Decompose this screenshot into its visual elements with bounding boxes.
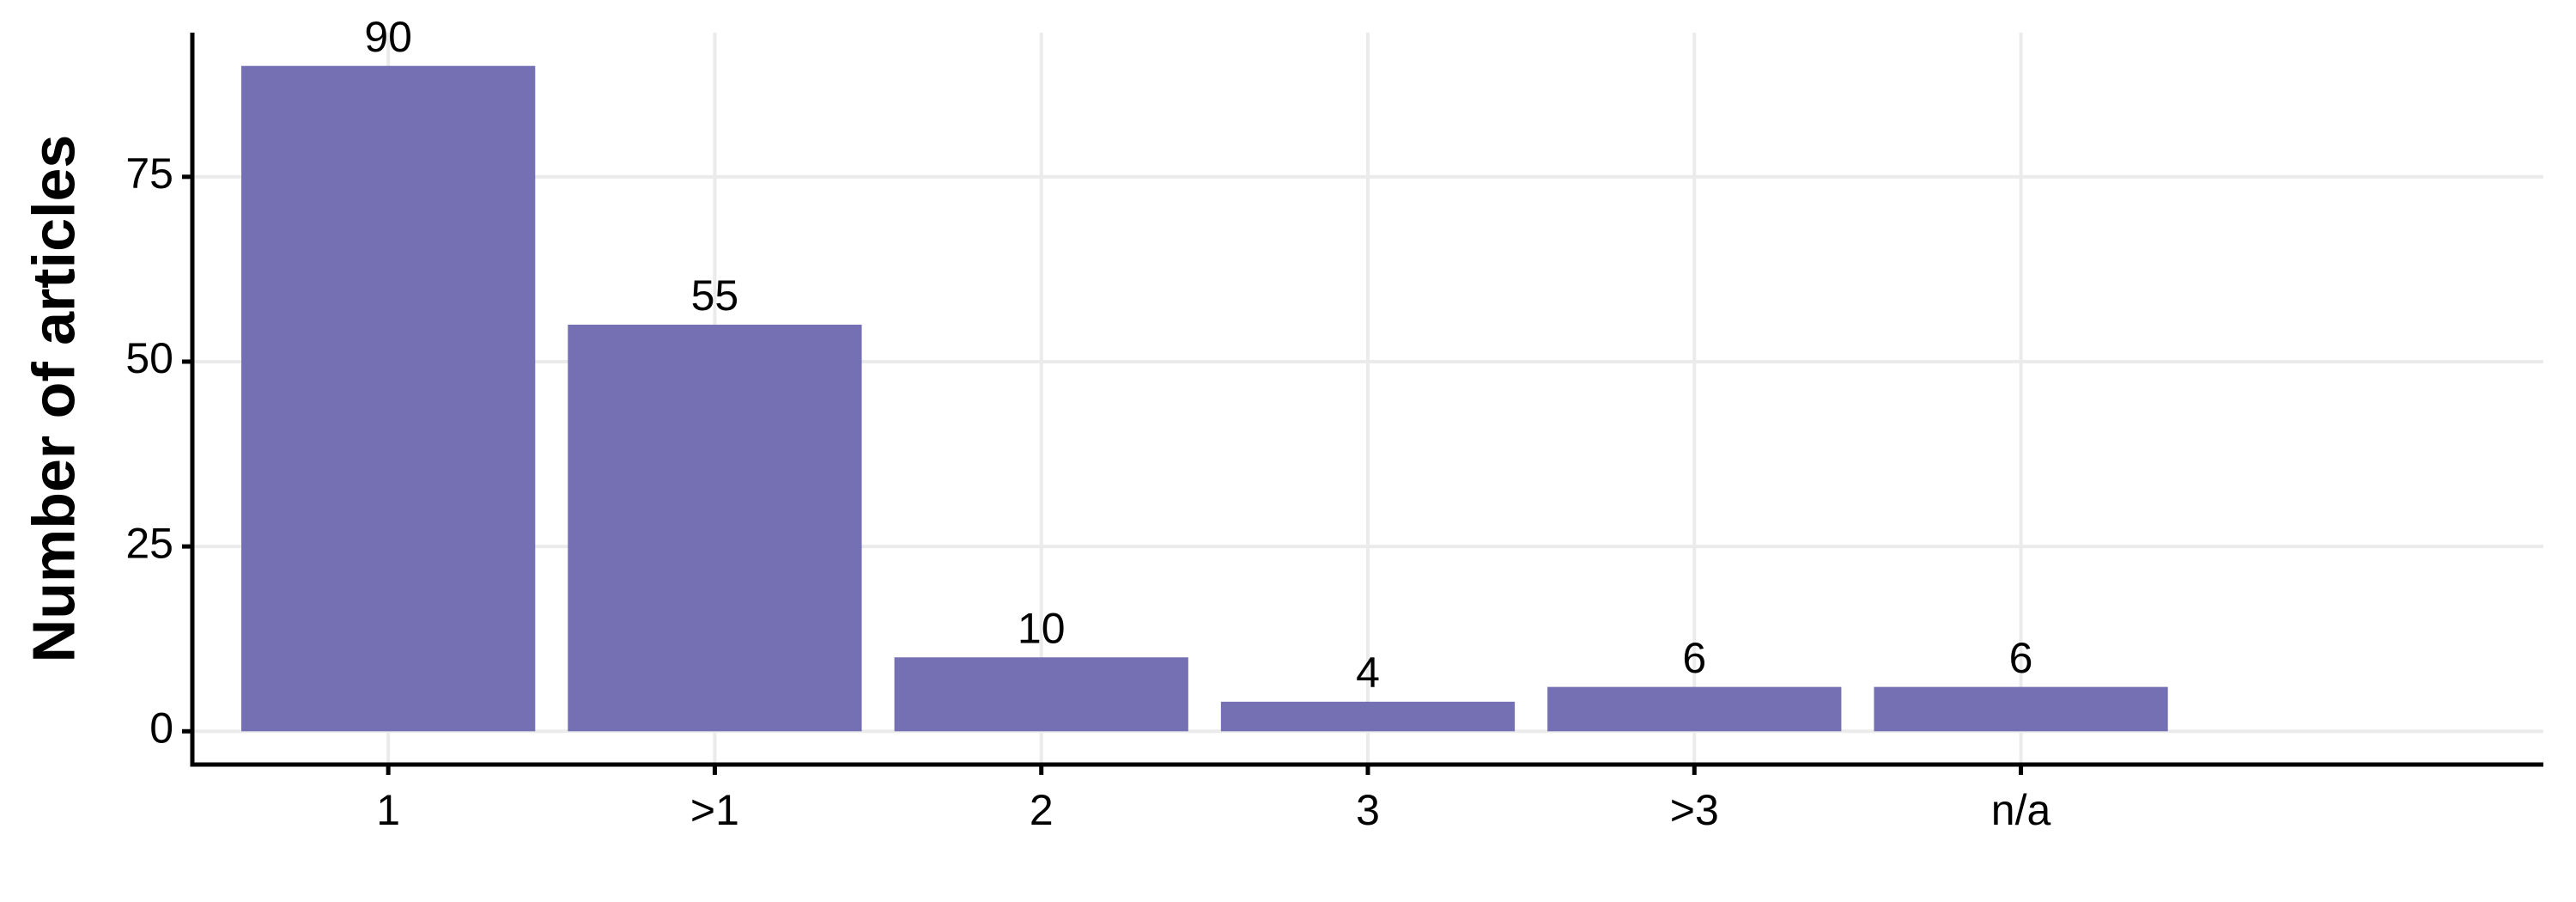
value-label: 6: [2009, 634, 2033, 682]
y-tick-label: 0: [149, 704, 173, 752]
y-tick-label: 50: [125, 334, 173, 382]
value-label: 6: [1682, 634, 1706, 682]
bar: [568, 324, 862, 732]
x-tick-label: 2: [1030, 786, 1054, 834]
bar: [1547, 686, 1842, 732]
x-tick-label: 3: [1356, 786, 1380, 834]
value-label: 10: [1018, 604, 1066, 652]
y-tick-label: 25: [125, 519, 173, 567]
y-axis-title: Number of articles: [20, 135, 87, 663]
x-tick-label: >3: [1670, 786, 1719, 834]
value-label: 55: [691, 271, 739, 320]
x-tick-label: n/a: [1991, 786, 2051, 834]
value-label: 4: [1356, 649, 1380, 697]
value-label: 90: [364, 13, 412, 61]
y-tick-label: 75: [125, 149, 173, 198]
bar: [241, 65, 536, 732]
x-tick-label: >1: [690, 786, 739, 834]
bar: [1874, 686, 2168, 732]
bar: [894, 657, 1188, 732]
x-tick-label: 1: [376, 786, 400, 834]
bar: [1220, 701, 1516, 732]
